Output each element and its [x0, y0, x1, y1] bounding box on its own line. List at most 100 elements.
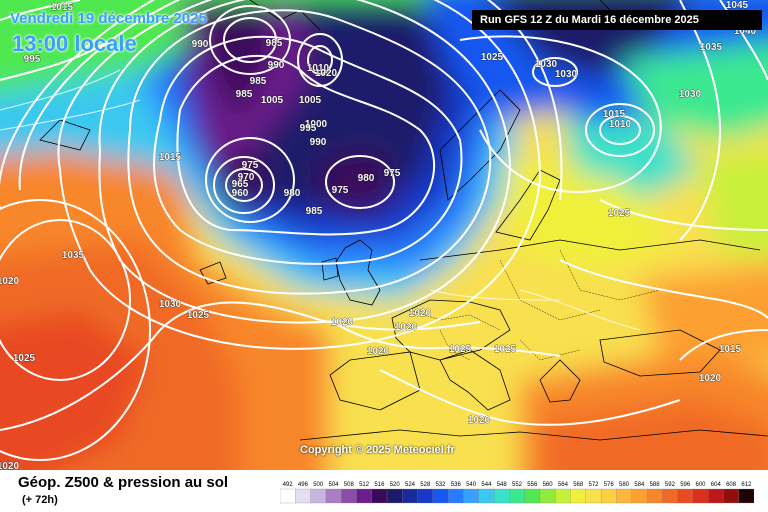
legend-swatch: [417, 488, 434, 504]
legend-value: 536: [451, 482, 462, 488]
coastlines: [39, 0, 768, 441]
isobar-label: 980: [358, 173, 375, 184]
legend-swatch: [570, 488, 587, 504]
isobar-label: 1020: [468, 415, 491, 426]
isobar-label: 995: [300, 123, 317, 134]
legend-swatch: [341, 488, 358, 504]
legend-value: 576: [604, 482, 615, 488]
legend-value: 560: [543, 482, 554, 488]
isobar-label: 1015: [603, 109, 626, 120]
isobar-label: 1030: [555, 69, 578, 80]
isobar-label: 1030: [679, 89, 702, 100]
isobar-label: 1000: [305, 119, 328, 130]
isobar-label: 1020: [699, 373, 722, 384]
isobar-label: 1020: [315, 68, 338, 79]
legend-swatch: [707, 488, 725, 504]
isobar-label: 1035: [62, 250, 85, 261]
legend-value: 568: [573, 482, 584, 488]
legend-swatch: [616, 488, 633, 504]
legend-swatch: [463, 488, 480, 504]
legend-value: 504: [328, 482, 339, 488]
legend-swatch: [631, 488, 648, 504]
legend-swatch: [600, 488, 618, 504]
isobar-label: 1005: [299, 95, 322, 106]
isobar-label: 975: [384, 168, 401, 179]
legend-swatch: [402, 488, 419, 504]
isobar-label: 1025: [481, 52, 504, 63]
legend-value: 508: [344, 482, 355, 488]
legend-value: 556: [527, 482, 538, 488]
legend-swatch: [448, 488, 465, 504]
color-legend: 492 496 500 504 508 512 516 520 524 528 532 536 540 5…: [280, 482, 754, 504]
legend-swatch: [325, 488, 342, 504]
legend-swatch: [371, 488, 388, 504]
footer-subtitle: (+ 72h): [22, 494, 58, 506]
legend-value: 500: [313, 482, 324, 488]
legend-swatch: [386, 488, 403, 504]
legend-value: 492: [283, 482, 294, 488]
isobar-label: 1020: [331, 317, 354, 328]
copyright-text: Copyright © 2025 Meteociel.fr: [300, 444, 455, 456]
legend-swatch: [524, 488, 541, 504]
legend-swatch: [478, 488, 495, 504]
legend-value: 516: [374, 482, 385, 488]
legend-swatch: [723, 488, 740, 504]
legend-swatch: [310, 488, 327, 504]
isobar-label: 985: [266, 38, 283, 49]
legend-value: 552: [512, 482, 523, 488]
isobar-label: 1030: [535, 59, 558, 70]
isobar-label: 1025: [449, 344, 472, 355]
legend-swatch: [356, 488, 373, 504]
borders: [409, 249, 661, 361]
legend-swatch: [555, 488, 572, 504]
isobar-label: 1020: [367, 346, 390, 357]
legend-value: 512: [359, 482, 370, 488]
isobar-label: 1005: [261, 95, 284, 106]
legend-value: 540: [466, 482, 477, 488]
isobar-label: 1015: [159, 152, 182, 163]
isobar-label: 985: [250, 76, 267, 87]
legend-value: 548: [497, 482, 508, 488]
isobar-label: 1045: [726, 0, 749, 11]
legend-value: 520: [390, 482, 401, 488]
legend-swatch: [295, 488, 312, 504]
footer-title: Géop. Z500 & pression au sol: [18, 474, 229, 491]
legend-swatch: [432, 488, 449, 504]
legend-swatch: [738, 488, 754, 504]
isobar-label: 1020: [409, 308, 432, 319]
isobar-label: 990: [268, 60, 285, 71]
legend-value: 588: [650, 482, 661, 488]
forecast-map: 1015 995 990 985 990 985 985 1005 1010 1020 1005 10…: [0, 0, 768, 470]
isobar-label: 1030: [159, 299, 182, 310]
isobar-label: 1040: [734, 26, 757, 37]
isobar-label: 1015: [51, 2, 74, 13]
legend-value: 524: [405, 482, 416, 488]
forecast-time: 13:00 locale: [12, 31, 137, 56]
run-info: Run GFS 12 Z du Mardi 16 décembre 2025: [472, 10, 762, 30]
legend-value: 580: [619, 482, 630, 488]
isobar-label: 1025: [13, 353, 36, 364]
legend-value: 604: [711, 482, 722, 488]
isobar-label: 1010: [609, 119, 632, 130]
legend-value: 564: [558, 482, 569, 488]
isobar-label: 1035: [700, 42, 723, 53]
legend-value: 596: [680, 482, 691, 488]
legend-value: 608: [726, 482, 737, 488]
forecast-date: Vendredi 19 décembre 2025: [10, 10, 207, 27]
isobar-lines: [0, 0, 768, 460]
legend-swatch: [539, 488, 556, 504]
legend-swatch: [646, 488, 663, 504]
legend-swatch: [509, 488, 526, 504]
isobar-label: 995: [24, 54, 41, 65]
legend-value: 612: [741, 482, 752, 488]
isobar-label: 970: [238, 172, 255, 183]
legend-swatch: [677, 488, 694, 504]
legend-value: 600: [695, 482, 706, 488]
legend-value: 572: [588, 482, 599, 488]
isobar-label: 975: [332, 185, 349, 196]
legend-value: 544: [481, 482, 492, 488]
legend-swatch: [585, 488, 602, 504]
